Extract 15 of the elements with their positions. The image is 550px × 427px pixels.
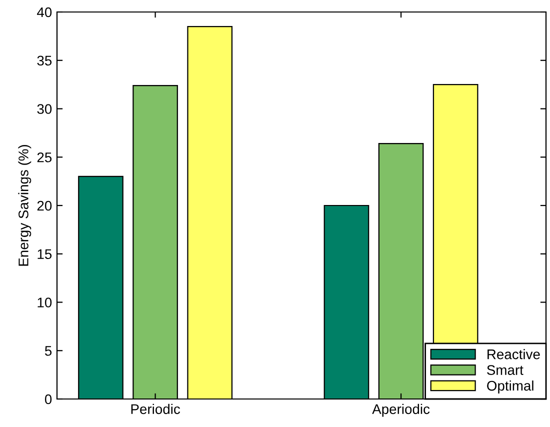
y-tick-label: 35 [37,56,52,66]
legend-label: Smart [487,365,524,375]
y-tick-label: 10 [38,298,52,308]
x-tick-label: Aperiodic [372,404,430,417]
y-tick-label: 25 [37,152,52,162]
y-tick-label: 30 [37,104,52,114]
x-tick-label: Periodic [131,404,180,414]
y-tick-label: 40 [37,7,52,18]
y-tick-label: 20 [37,200,52,211]
y-axis-title: Energy Savings (%) [18,144,32,266]
legend-label: Optimal [487,380,534,394]
y-tick-label: 0 [44,394,52,404]
y-tick-label: 15 [38,249,52,260]
legend-label: Reactive [488,349,540,360]
y-tick-label: 5 [44,346,52,356]
